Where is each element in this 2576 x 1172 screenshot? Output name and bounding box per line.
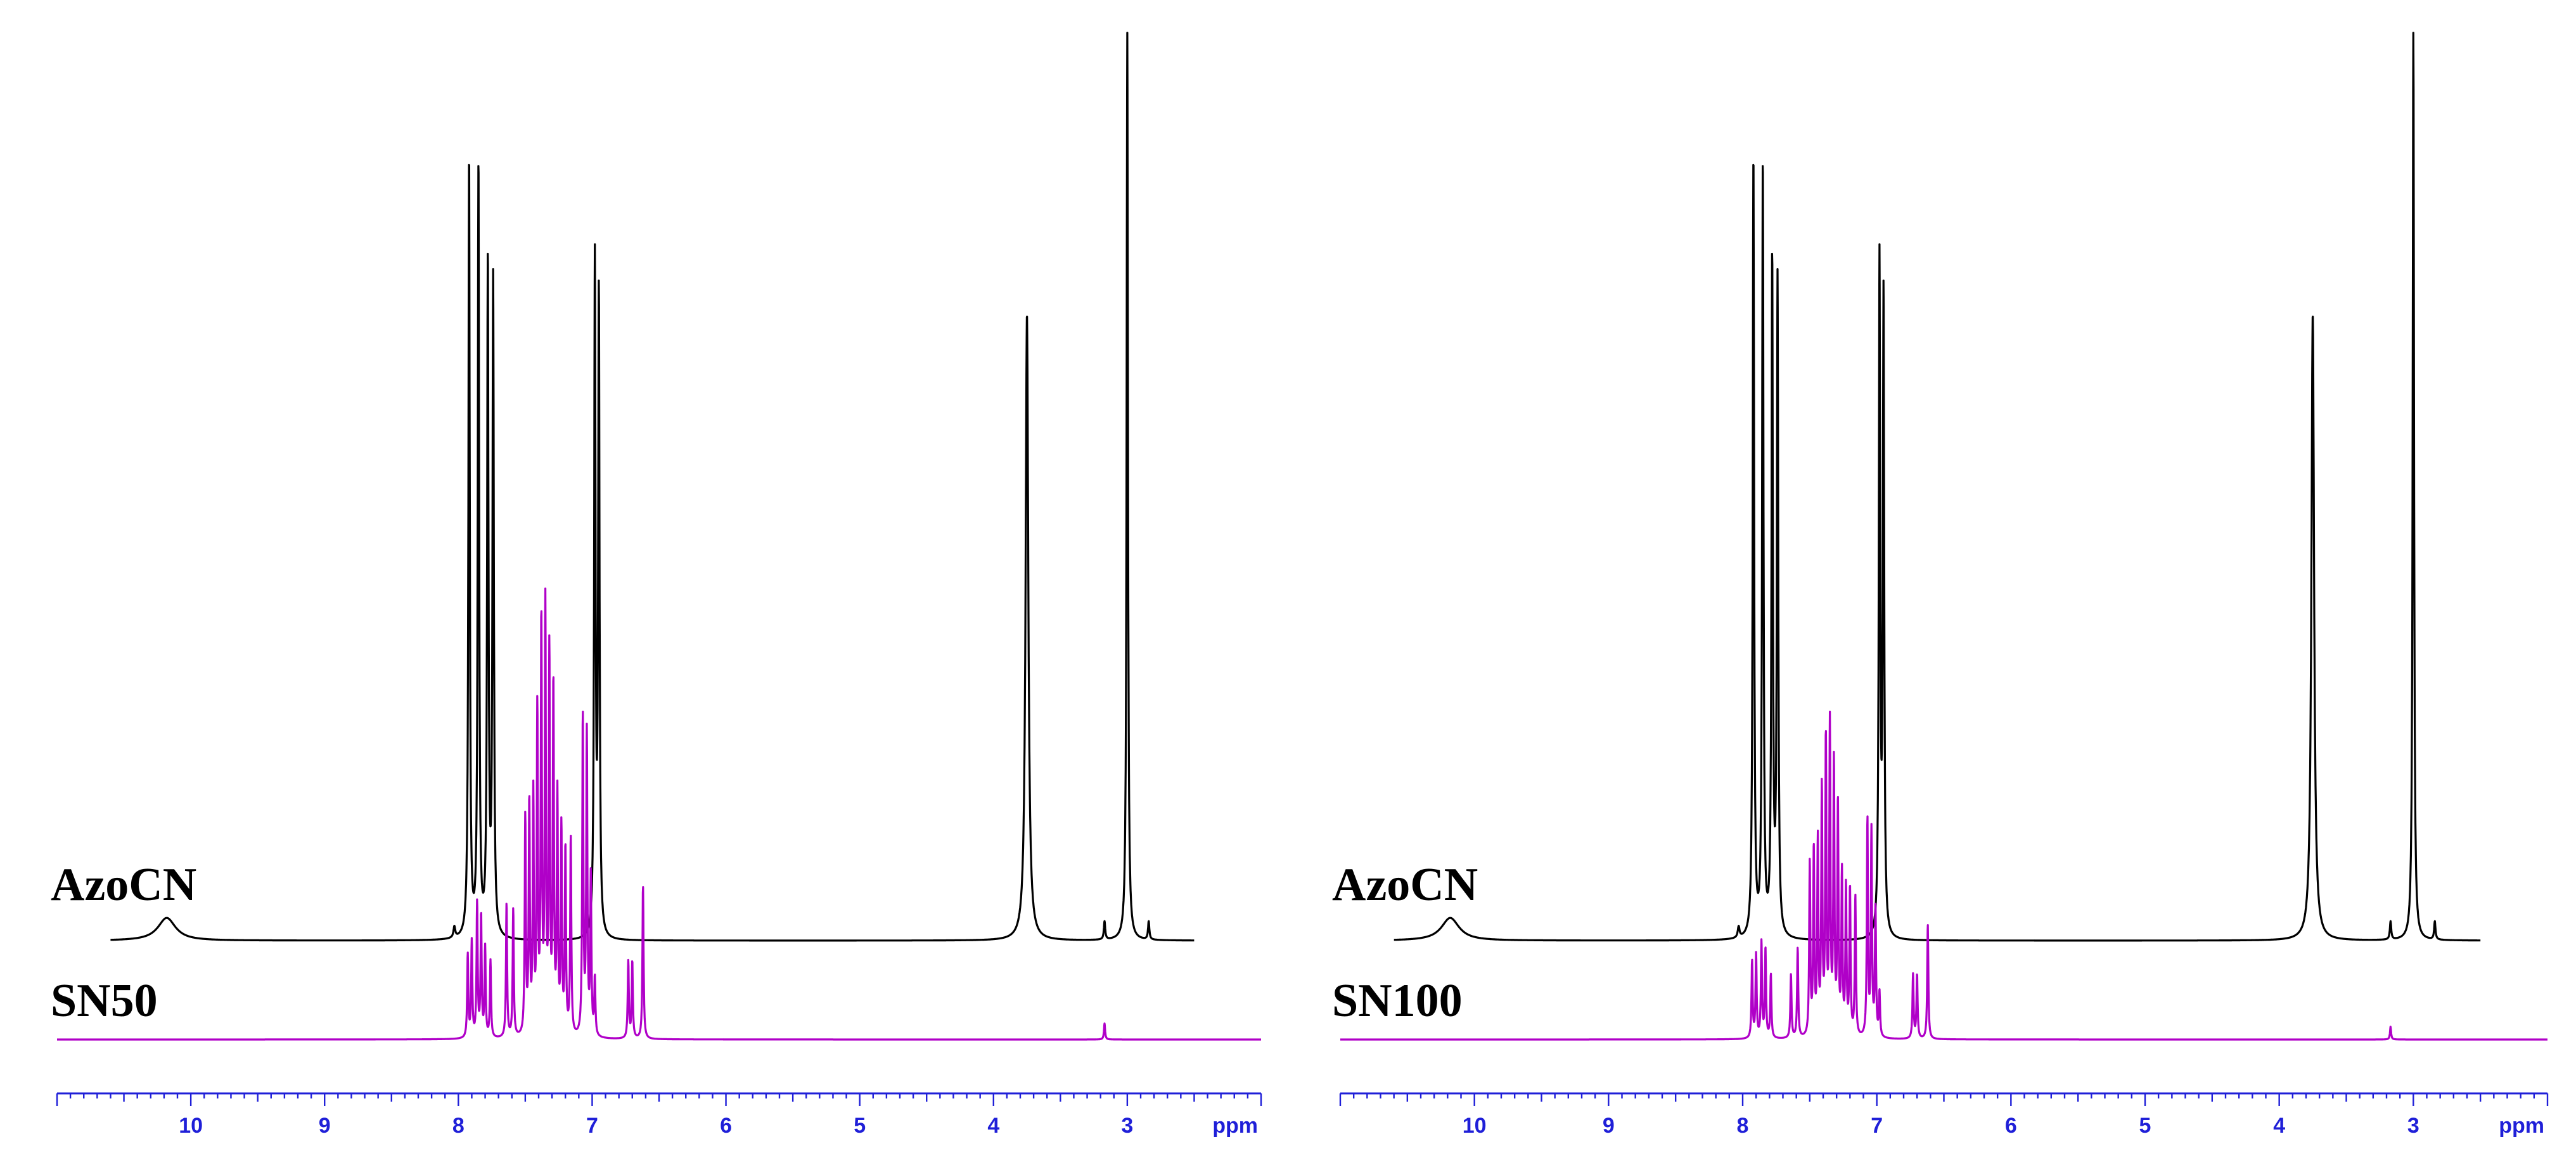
x-tick-label: 5 [854,1114,866,1138]
nmr-panel-right: AzoCN SN100 10 9 8 7 6 5 4 3 ppm [1332,32,2549,1138]
series-label-top: AzoCN [1332,859,1478,911]
x-tick-label: 7 [586,1114,598,1138]
x-tick-label: 4 [2273,1114,2285,1138]
azocn-spectrum-trace [110,32,1195,942]
x-tick-label: 6 [720,1114,732,1138]
sample-spectrum-trace [56,587,1262,1041]
x-tick-label: 5 [2139,1114,2151,1138]
azocn-spectrum-trace [1393,32,2482,942]
x-tick-label: 4 [987,1114,999,1138]
x-tick-label: 8 [1737,1114,1749,1138]
x-tick-label: 10 [179,1114,203,1138]
nmr-panel-left: AzoCN SN50 10 9 8 7 6 5 4 3 ppm [51,32,1262,1138]
x-tick-label: 7 [1871,1114,1883,1138]
x-tick-label: 10 [1463,1114,1487,1138]
x-tick-label: 6 [2005,1114,2017,1138]
x-tick-label: 9 [319,1114,331,1138]
series-label-bottom: SN100 [1332,975,1463,1027]
x-tick-label: 3 [1121,1114,1133,1138]
x-axis-unit-label: ppm [2499,1114,2544,1138]
x-tick-label: 9 [1603,1114,1615,1138]
x-tick-label: 3 [2407,1114,2419,1138]
x-tick-label: 8 [452,1114,465,1138]
series-label-top: AzoCN [51,859,196,911]
sample-spectrum-trace [1339,711,2549,1041]
x-axis-unit-label: ppm [1212,1114,1258,1138]
series-label-bottom: SN50 [51,975,158,1027]
